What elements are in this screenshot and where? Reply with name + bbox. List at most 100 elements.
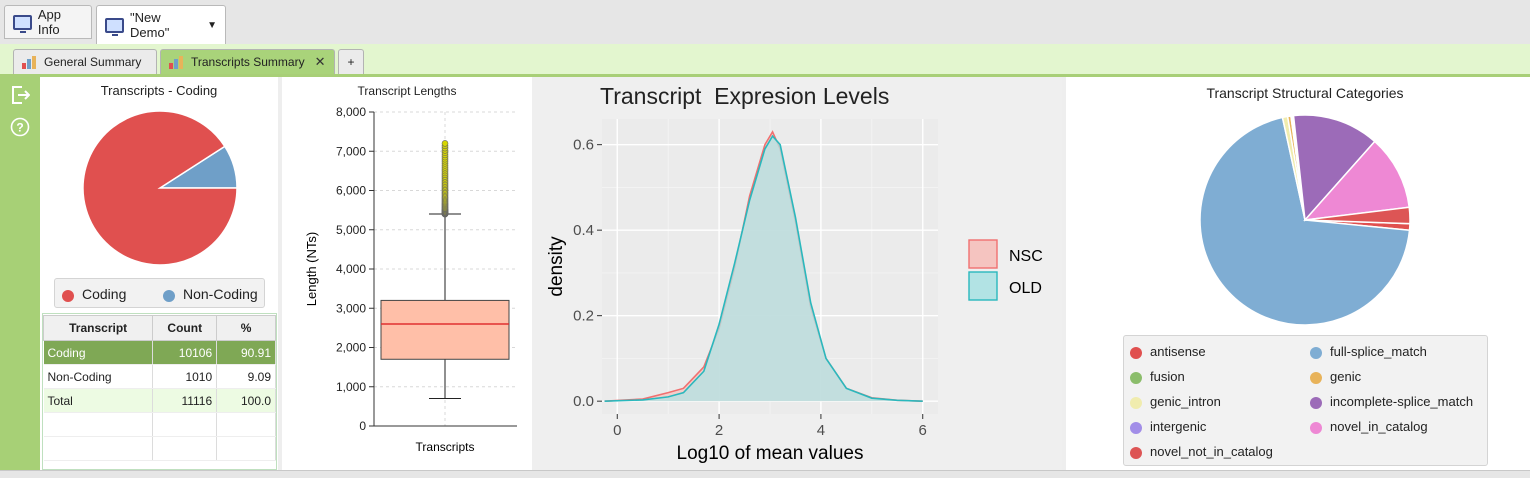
table-cell: 11116 [152, 388, 218, 413]
coding-legend: Coding Non-Coding [54, 278, 265, 308]
legend-swatch [968, 271, 998, 301]
app-tab-app-info[interactable]: App Info [4, 5, 92, 39]
add-tab-label: + [347, 55, 355, 69]
table-row[interactable]: Total 11116 100.0 [43, 388, 276, 413]
legend-item: novel_not_in_catalog [1130, 444, 1273, 459]
tab-general-summary[interactable]: General Summary [13, 49, 157, 74]
status-bar [0, 470, 1530, 478]
legend-label-nsc: NSC [1009, 248, 1043, 265]
close-icon[interactable]: ✕ [314, 54, 326, 69]
legend-item: antisense [1130, 344, 1206, 359]
coding-pie-chart [82, 110, 238, 266]
table-cell: Non-Coding [43, 364, 154, 389]
table-row[interactable]: Non-Coding 1010 9.09 [43, 364, 276, 389]
table-cell: 10106 [152, 340, 218, 365]
table-cell: 100.0 [216, 388, 276, 413]
y-tick-label: 6,000 [336, 184, 366, 198]
y-tick-label: 5,000 [336, 223, 366, 237]
app-tab-label: "New Demo" [130, 10, 170, 40]
tab-transcripts-summary[interactable]: Transcripts Summary ✕ [160, 49, 335, 74]
categories-pie-chart [1199, 114, 1411, 326]
y-tick-label: 0.2 [573, 308, 594, 325]
legend-item: fusion [1130, 369, 1185, 384]
pie-slice [82, 110, 238, 266]
y-tick-label: 3,000 [336, 301, 366, 315]
panel-separator [1062, 77, 1066, 470]
legend-item: novel_in_catalog [1310, 419, 1428, 434]
help-icon[interactable]: ? [10, 117, 30, 137]
legend-item: genic [1310, 369, 1361, 384]
x-tick-label: Transcripts [416, 440, 475, 454]
pie-slice-novel_not_in_catalog [1304, 206, 1411, 225]
x-tick-label: 4 [817, 422, 825, 439]
legend-label-old: OLD [1009, 280, 1042, 297]
categories-chart-title: Transcript Structural Categories [1206, 85, 1404, 101]
exit-icon[interactable] [10, 85, 31, 105]
chart-icon [22, 55, 38, 69]
table-header[interactable]: % [216, 315, 276, 341]
app-tab-new-demo[interactable]: "New Demo" ▼ [96, 5, 226, 44]
table-cell: Coding [43, 340, 154, 365]
y-tick-label: 0.6 [573, 137, 594, 154]
pie-slice-incomplete-splice_match [1292, 114, 1376, 222]
sidebar: ? [0, 77, 40, 470]
legend-swatch [968, 239, 998, 269]
legend-item: genic_intron [1130, 394, 1221, 409]
app-tab-bar: App Info "New Demo" ▼ [0, 0, 1530, 45]
add-tab-button[interactable]: + [338, 49, 364, 74]
y-tick-label: 0.0 [573, 393, 594, 410]
tab-label: General Summary [44, 55, 142, 69]
table-cell: Total [43, 388, 154, 413]
table-cell: 90.91 [216, 340, 276, 365]
app-tab-label: App Info [37, 7, 62, 37]
density-chart-title: Transcript Expresion Levels [600, 83, 890, 109]
x-tick-label: 6 [919, 422, 927, 439]
y-tick-label: 2,000 [336, 341, 366, 355]
transcript-table: Transcript Count % Coding 10106 90.91 No… [42, 315, 276, 461]
table-row-empty [43, 412, 276, 437]
x-axis-label: Log10 of mean values [677, 443, 864, 464]
legend-item-non-coding: Non-Coding [163, 286, 258, 302]
legend-label: Non-Coding [183, 286, 258, 302]
legend-item: full-splice_match [1310, 344, 1427, 359]
panel-separator [278, 77, 282, 470]
y-tick-label: 7,000 [336, 144, 366, 158]
y-tick-label: 0.4 [573, 222, 594, 239]
categories-legend: antisense full-splice_match fusion genic… [1123, 335, 1488, 466]
legend-item: intergenic [1130, 419, 1206, 434]
legend-item: incomplete-splice_match [1310, 394, 1473, 409]
box [380, 299, 510, 360]
y-tick-label: 4,000 [336, 262, 366, 276]
table-header[interactable]: Count [152, 315, 218, 341]
y-tick-label: 8,000 [336, 105, 366, 119]
legend-label: Coding [82, 286, 127, 302]
chart-icon [169, 55, 185, 69]
table-cell: 9.09 [216, 364, 276, 389]
x-tick-label: 2 [715, 422, 723, 439]
length-panel [282, 77, 532, 470]
dropdown-arrow-icon[interactable]: ▼ [207, 19, 217, 31]
box-chart-title: Transcript Lengths [357, 84, 457, 98]
table-header-row: Transcript Count % [42, 315, 276, 341]
sub-tab-bar: General Summary Transcripts Summary ✕ + [0, 44, 1530, 77]
coding-panel-title: Transcripts - Coding [100, 83, 218, 98]
table-cell: 1010 [152, 364, 218, 389]
legend-item-coding: Coding [62, 286, 126, 302]
monitor-icon [105, 17, 125, 36]
box-plot-chart: Length (NTs) Transcripts 0 1,000 2,000 3,00… [304, 105, 517, 454]
outlier-point [441, 140, 449, 147]
density-area-old [604, 136, 923, 402]
legend-swatch [62, 289, 74, 302]
table-row[interactable]: Coding 10106 90.91 [43, 340, 276, 365]
table-row-empty [43, 436, 276, 461]
tab-label: Transcripts Summary [191, 55, 305, 69]
y-axis-label: density [546, 236, 567, 297]
table-header[interactable]: Transcript [42, 315, 154, 341]
x-tick-label: 0 [613, 422, 621, 439]
y-tick-label: 0 [359, 419, 366, 433]
pie-slice-novel_in_catalog [1303, 140, 1411, 221]
density-chart: density Log10 of mean values NSC OLD 0 2 4… [546, 119, 1043, 464]
svg-text:?: ? [16, 121, 23, 135]
density-line-old [604, 134, 923, 402]
legend-swatch [163, 289, 175, 302]
